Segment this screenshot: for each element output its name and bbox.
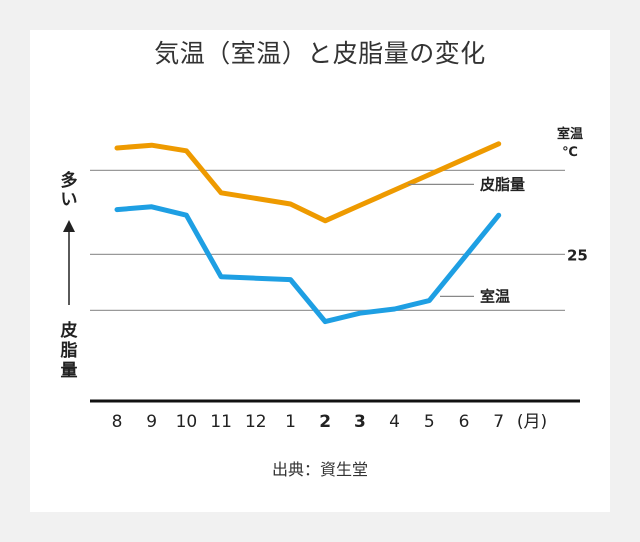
x-tick-label-12: 12 — [245, 412, 267, 432]
series-lines — [114, 141, 502, 325]
x-tick-label-4: 4 — [389, 412, 400, 432]
x-axis-unit: (月) — [517, 412, 547, 432]
x-tick-label-7: 7 — [493, 412, 504, 432]
right-axis-label-line-0: 室温 — [557, 126, 583, 142]
right-axis-label-line-1: ℃ — [562, 145, 578, 160]
x-axis: 8 9 10 11 12 1 2 3 4 5 6 7 (月) — [90, 399, 580, 432]
x-tick-label-10: 10 — [176, 412, 198, 432]
left-label-bottom-char-0: 皮 — [61, 320, 78, 341]
x-tick-label-6: 6 — [459, 412, 470, 432]
chart-card — [30, 30, 610, 512]
left-label-top-char-0: 多 — [61, 170, 78, 191]
series-line-0 — [114, 141, 502, 224]
right-axis-label: 室温 ℃ 25 — [557, 126, 588, 264]
left-label-top-char-1: い — [61, 190, 78, 210]
x-tick-label-11: 11 — [210, 412, 232, 432]
up-arrow-icon — [63, 220, 75, 232]
x-tick-label-3: 3 — [354, 412, 366, 432]
gridlines — [90, 169, 565, 311]
series-label-0: 皮脂量 — [480, 175, 525, 193]
series-label-1: 室温 — [480, 287, 510, 305]
x-tick-label-1: 1 — [285, 412, 296, 432]
x-tick-label-8: 8 — [112, 412, 123, 432]
left-label-bottom-char-1: 脂 — [61, 341, 78, 361]
series-line-1 — [114, 204, 502, 325]
right-tick-25: 25 — [567, 246, 588, 264]
chart-title: 気温（室温）と皮脂量の変化 — [154, 39, 486, 68]
x-tick-label-5: 5 — [424, 412, 435, 432]
x-tick-label-9: 9 — [146, 412, 157, 432]
source-note: 出典：資生堂 — [271, 460, 368, 479]
x-tick-label-2: 2 — [319, 412, 331, 432]
left-label-bottom-char-2: 量 — [61, 360, 78, 381]
